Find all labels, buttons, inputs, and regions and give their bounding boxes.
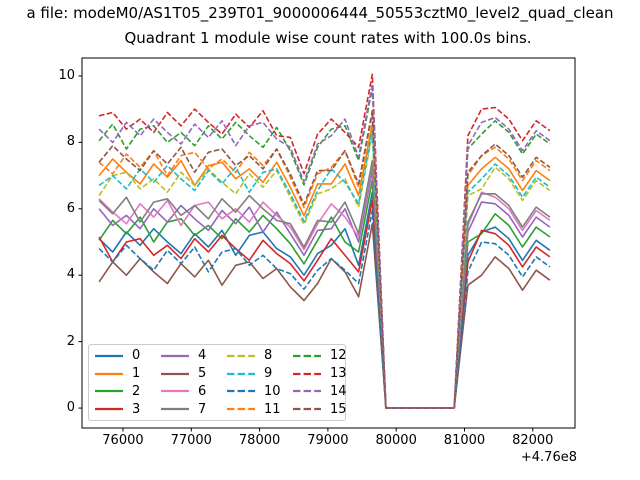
legend-line-sample [161, 372, 189, 375]
legend-line-sample [293, 390, 321, 393]
legend-line-sample [161, 354, 189, 357]
legend-line-sample [227, 372, 255, 375]
legend-entry-14: 14 [293, 383, 353, 401]
legend-line-sample [95, 372, 123, 375]
legend-label: 15 [330, 401, 347, 417]
legend-entry-6: 6 [161, 383, 227, 401]
legend-entry-8: 8 [227, 347, 293, 365]
legend-line-sample [293, 408, 321, 411]
x-tick-label: 81000 [443, 433, 486, 448]
legend-entry-5: 5 [161, 365, 227, 383]
legend-entry-2: 2 [95, 383, 161, 401]
y-tick-label: 2 [66, 333, 75, 349]
series-line-8 [98, 133, 551, 409]
legend-line-sample [95, 354, 123, 357]
legend-line-sample [293, 372, 321, 375]
legend-entry-3: 3 [95, 400, 161, 418]
legend: 0 1 2 3 4 5 6 7 8 9 10 11 12 13 14 15 [88, 344, 347, 421]
legend-entry-12: 12 [293, 347, 353, 365]
x-tick-label: 77000 [170, 433, 212, 448]
series-line-12 [98, 86, 551, 409]
y-tick-label: 0 [66, 400, 75, 416]
y-tick-label: 4 [66, 267, 75, 283]
legend-entry-10: 10 [227, 383, 293, 401]
legend-line-sample [227, 408, 255, 411]
legend-label: 10 [264, 383, 281, 399]
legend-label: 14 [330, 383, 347, 399]
x-tick-label: 78000 [238, 433, 281, 448]
legend-label: 2 [132, 383, 141, 399]
series-line-15 [98, 110, 551, 409]
y-tick-label: 10 [58, 67, 75, 83]
axes-frame [81, 57, 576, 429]
legend-line-sample [161, 408, 189, 411]
legend-label: 3 [132, 401, 141, 417]
legend-label: 0 [132, 348, 141, 364]
legend-label: 7 [198, 401, 207, 417]
plot-title: Quadrant 1 module wise count rates with … [124, 29, 532, 47]
legend-line-sample [227, 390, 255, 393]
x-tick-label: 76000 [102, 433, 144, 448]
legend-label: 6 [198, 383, 207, 399]
series-line-10 [98, 209, 551, 409]
legend-label: 5 [198, 366, 207, 382]
x-tick-label: 82000 [512, 433, 554, 448]
series-line-7 [98, 159, 551, 409]
legend-label: 8 [264, 348, 273, 364]
legend-label: 4 [198, 348, 207, 364]
x-tick-label: 80000 [375, 433, 417, 448]
legend-line-sample [161, 390, 189, 393]
legend-entry-13: 13 [293, 365, 353, 383]
x-tick-label: 79000 [307, 433, 349, 448]
legend-entry-1: 1 [95, 365, 161, 383]
legend-label: 1 [132, 366, 141, 382]
series-line-3 [98, 199, 551, 409]
series-line-5 [98, 222, 551, 409]
y-tick-label: 6 [66, 200, 75, 216]
series-line-14 [98, 83, 551, 409]
series-lines [98, 73, 551, 409]
suptitle: a file: modeM0/AS1T05_239T01_9000006444_… [26, 4, 614, 22]
legend-entry-9: 9 [227, 365, 293, 383]
legend-label: 11 [264, 401, 281, 417]
legend-entry-0: 0 [95, 347, 161, 365]
series-line-2 [98, 179, 551, 409]
legend-line-sample [227, 354, 255, 357]
series-line-11 [98, 113, 551, 409]
legend-entry-7: 7 [161, 400, 227, 418]
x-axis-offset-label: +4.76e8 [520, 450, 577, 465]
legend-label: 12 [330, 348, 347, 364]
legend-line-sample [95, 408, 123, 411]
series-line-13 [98, 73, 551, 409]
series-line-1 [98, 123, 551, 409]
series-line-9 [98, 129, 551, 409]
legend-line-sample [95, 390, 123, 393]
legend-label: 13 [330, 366, 347, 382]
legend-entry-4: 4 [161, 347, 227, 365]
legend-label: 9 [264, 366, 273, 382]
legend-line-sample [293, 354, 321, 357]
legend-entry-11: 11 [227, 400, 293, 418]
y-tick-label: 8 [66, 134, 75, 150]
legend-entry-15: 15 [293, 400, 353, 418]
